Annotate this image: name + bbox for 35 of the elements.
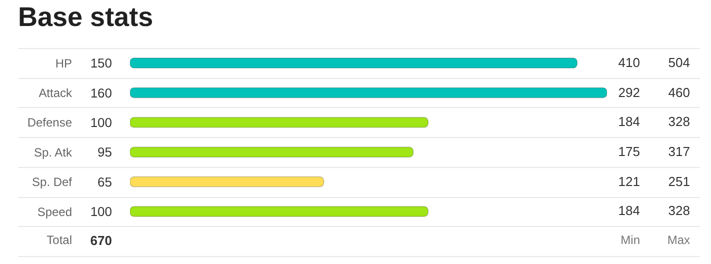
text: 184 — [617, 203, 640, 218]
text: 670 — [89, 233, 112, 248]
y-tick-label: Sp. Atk — [34, 145, 74, 160]
text: 410 — [617, 54, 640, 70]
bar — [130, 176, 324, 188]
text: 184 — [617, 114, 640, 130]
bar — [130, 87, 607, 98]
text: Min — [620, 233, 640, 248]
y-tick-label: Defense — [27, 116, 72, 130]
data-label: 100 — [90, 115, 112, 130]
y-tick-label: HP — [55, 56, 72, 70]
text: Total — [46, 233, 72, 248]
text: 460 — [667, 84, 690, 100]
text: 121 — [617, 174, 640, 189]
y-tick-label: Speed — [37, 204, 72, 219]
bar — [130, 116, 429, 128]
text: 292 — [617, 84, 640, 100]
data-label: 160 — [90, 85, 112, 100]
data-label: 95 — [98, 144, 112, 160]
text: 251 — [667, 174, 690, 189]
text: 175 — [617, 144, 640, 159]
data-label: 150 — [90, 56, 112, 71]
data-label: 100 — [90, 204, 112, 220]
y-tick-label: Sp. Def — [32, 175, 73, 190]
text: Max — [666, 233, 690, 248]
text: 317 — [667, 144, 690, 159]
y-tick-label: Attack — [38, 86, 74, 100]
chart-title: Base stats — [18, 2, 154, 33]
data-label: 65 — [98, 174, 112, 190]
text: 328 — [667, 114, 690, 130]
bar — [130, 146, 414, 158]
bar — [130, 58, 578, 68]
text: 504 — [667, 54, 690, 70]
bar — [130, 206, 429, 217]
text: 328 — [667, 203, 690, 218]
